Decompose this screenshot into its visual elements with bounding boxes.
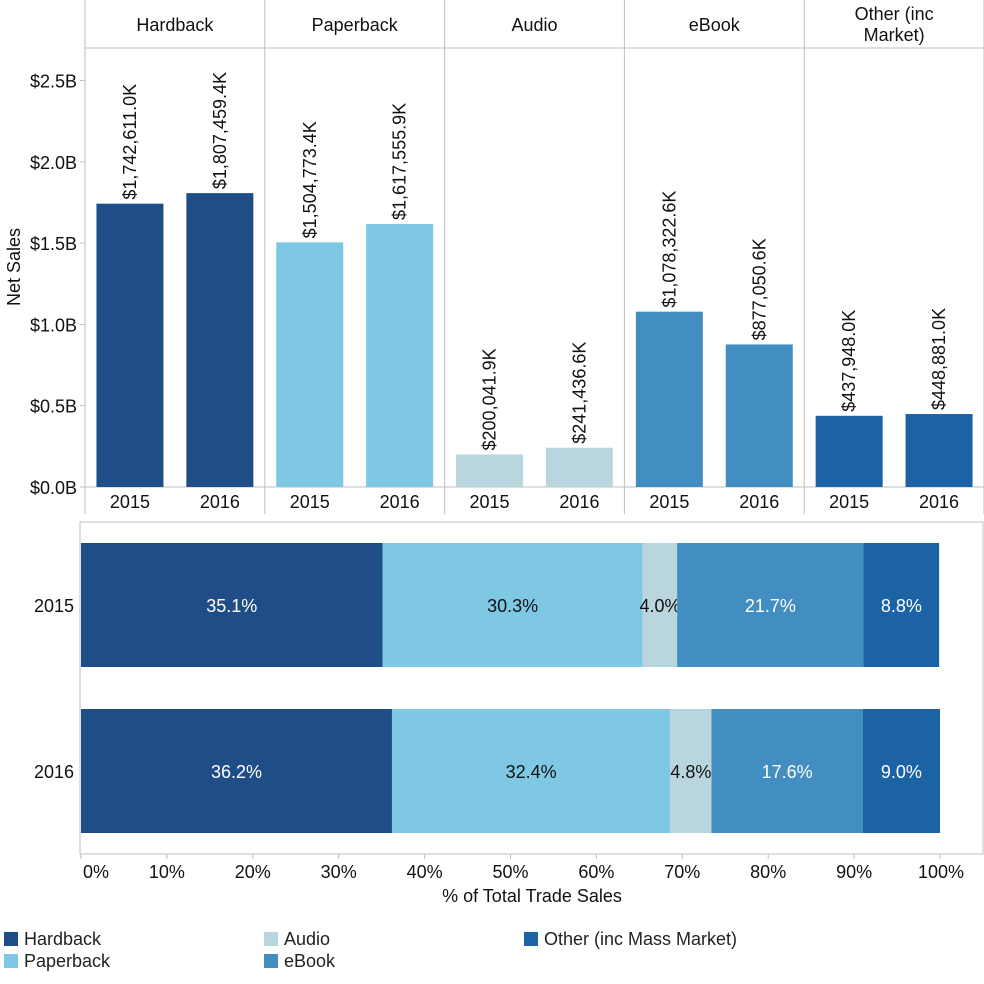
x-tick-label-other-inc-mass-market-2016: 2016 bbox=[919, 492, 959, 512]
bar-other-inc-mass-market-2015 bbox=[815, 415, 883, 487]
y-axis-title: Net Sales bbox=[4, 228, 24, 306]
segment-ebook-2016 bbox=[711, 709, 863, 833]
segment-label-audio-2016: 4.8% bbox=[670, 762, 711, 782]
value-label-ebook-2016: $877,050.6K bbox=[749, 238, 769, 340]
legend-label-ebook: eBook bbox=[284, 950, 336, 971]
x-axis-title: % of Total Trade Sales bbox=[442, 886, 622, 906]
trade-sales-chart: $0.0B $0.5B $1.0B $1.5B $2.0B $2.5B Net Sales H… bbox=[4, 0, 984, 906]
x-tick-label: 100% bbox=[918, 862, 964, 882]
value-label-paperback-2016: $1,617,555.9K bbox=[390, 103, 410, 220]
x-tick-label-ebook-2015: 2015 bbox=[649, 492, 689, 512]
y-tick-label: $2.0B bbox=[30, 153, 77, 173]
legend-swatch-hardback bbox=[4, 932, 18, 946]
row-label-2015: 2015 bbox=[34, 596, 74, 616]
segment-paperback-2016 bbox=[391, 709, 671, 833]
value-label-other-inc-mass-market-2016: $448,881.0K bbox=[929, 308, 949, 410]
x-tick-label: 60% bbox=[578, 862, 614, 882]
y-tick-label: $1.5B bbox=[30, 234, 77, 254]
legend-item-ebook: eBook bbox=[264, 950, 335, 972]
x-tick-label: 0% bbox=[83, 862, 109, 882]
x-tick-label-paperback-2016: 2016 bbox=[380, 492, 420, 512]
bar-ebook-2015 bbox=[635, 311, 703, 487]
x-tick-label-ebook-2016: 2016 bbox=[739, 492, 779, 512]
bar-paperback-2016 bbox=[366, 223, 434, 488]
stacked-plot-frame bbox=[79, 521, 984, 855]
y-tick-label: $0.5B bbox=[30, 397, 77, 417]
x-tick-label: 40% bbox=[407, 862, 443, 882]
x-tick-label: 90% bbox=[836, 862, 872, 882]
legend-item-other: Other (inc Mass Market) bbox=[524, 928, 737, 950]
x-tick-label-audio-2015: 2015 bbox=[470, 492, 510, 512]
bar-other-inc-mass-market-2016 bbox=[905, 414, 973, 487]
legend-label-paperback: Paperback bbox=[24, 950, 111, 971]
segment-label-paperback-2016: 32.4% bbox=[506, 762, 557, 782]
segment-label-hardback-2015: 35.1% bbox=[206, 596, 257, 616]
value-label-hardback-2016: $1,807,459.4K bbox=[210, 72, 230, 189]
segment-hardback-2015 bbox=[81, 543, 383, 667]
legend-label-audio: Audio bbox=[284, 928, 331, 949]
y-tick-label: $0.0B bbox=[30, 478, 77, 498]
x-tick-label-hardback-2016: 2016 bbox=[200, 492, 240, 512]
legend-swatch-audio bbox=[264, 932, 278, 946]
x-tick-label: 70% bbox=[664, 862, 700, 882]
value-label-audio-2015: $200,041.9K bbox=[480, 348, 500, 450]
x-tick-label-paperback-2015: 2015 bbox=[290, 492, 330, 512]
y-tick-label: $1.0B bbox=[30, 315, 77, 335]
bar-paperback-2015 bbox=[276, 242, 344, 487]
segment-other-inc-mass-market-2015 bbox=[863, 543, 940, 667]
bar-audio-2015 bbox=[456, 454, 524, 487]
panel-title-hardback: Hardback bbox=[136, 15, 214, 35]
segment-ebook-2015 bbox=[677, 543, 864, 667]
bar-audio-2016 bbox=[545, 447, 613, 487]
x-tick-label: 20% bbox=[235, 862, 271, 882]
row-label-2016: 2016 bbox=[34, 762, 74, 782]
value-label-other-inc-mass-market-2015: $437,948.0K bbox=[839, 310, 859, 412]
legend-item-hardback: Hardback bbox=[4, 928, 101, 950]
chart-legend: Hardback Paperback Audio eBook Other (in… bbox=[0, 928, 984, 978]
segment-paperback-2015 bbox=[382, 543, 643, 667]
legend-swatch-other bbox=[524, 932, 538, 946]
value-label-audio-2016: $241,436.6K bbox=[569, 342, 589, 444]
value-label-ebook-2015: $1,078,322.6K bbox=[659, 191, 679, 308]
x-tick-label: 30% bbox=[321, 862, 357, 882]
x-tick-label: 80% bbox=[750, 862, 786, 882]
x-tick-label-hardback-2015: 2015 bbox=[110, 492, 150, 512]
panel-title-ebook: eBook bbox=[689, 15, 741, 35]
y-tick-label: $2.5B bbox=[30, 72, 77, 92]
segment-label-ebook-2015: 21.7% bbox=[745, 596, 796, 616]
panel-title-other-inc-mass-market: Other (inc Market) bbox=[855, 4, 934, 45]
legend-item-paperback: Paperback bbox=[4, 950, 110, 972]
legend-label-other: Other (inc Mass Market) bbox=[544, 928, 738, 949]
segment-label-paperback-2015: 30.3% bbox=[487, 596, 538, 616]
x-tick-label-audio-2016: 2016 bbox=[559, 492, 599, 512]
segment-label-ebook-2016: 17.6% bbox=[762, 762, 813, 782]
panel-title-audio: Audio bbox=[511, 15, 557, 35]
segment-label-audio-2015: 4.0% bbox=[639, 596, 680, 616]
x-tick-label: 10% bbox=[149, 862, 185, 882]
segment-hardback-2016 bbox=[81, 709, 392, 833]
segment-label-hardback-2016: 36.2% bbox=[211, 762, 262, 782]
legend-item-audio: Audio bbox=[264, 928, 330, 950]
legend-swatch-paperback bbox=[4, 954, 18, 968]
legend-swatch-ebook bbox=[264, 954, 278, 968]
panel-title-paperback: Paperback bbox=[312, 15, 399, 35]
x-tick-label-other-inc-mass-market-2015: 2015 bbox=[829, 492, 869, 512]
bar-hardback-2015 bbox=[96, 203, 164, 487]
bar-hardback-2016 bbox=[186, 193, 254, 487]
value-label-hardback-2015: $1,742,611.0K bbox=[120, 84, 140, 200]
segment-label-other-inc-mass-market-2015: 8.8% bbox=[881, 596, 922, 616]
legend-label-hardback: Hardback bbox=[24, 928, 102, 949]
value-label-paperback-2015: $1,504,773.4K bbox=[300, 121, 320, 238]
x-tick-label: 50% bbox=[492, 862, 528, 882]
segment-audio-2015 bbox=[642, 543, 678, 667]
segment-other-inc-mass-market-2016 bbox=[862, 709, 940, 833]
segment-label-other-inc-mass-market-2016: 9.0% bbox=[881, 762, 922, 782]
segment-audio-2016 bbox=[670, 709, 712, 833]
bar-ebook-2016 bbox=[725, 344, 793, 487]
